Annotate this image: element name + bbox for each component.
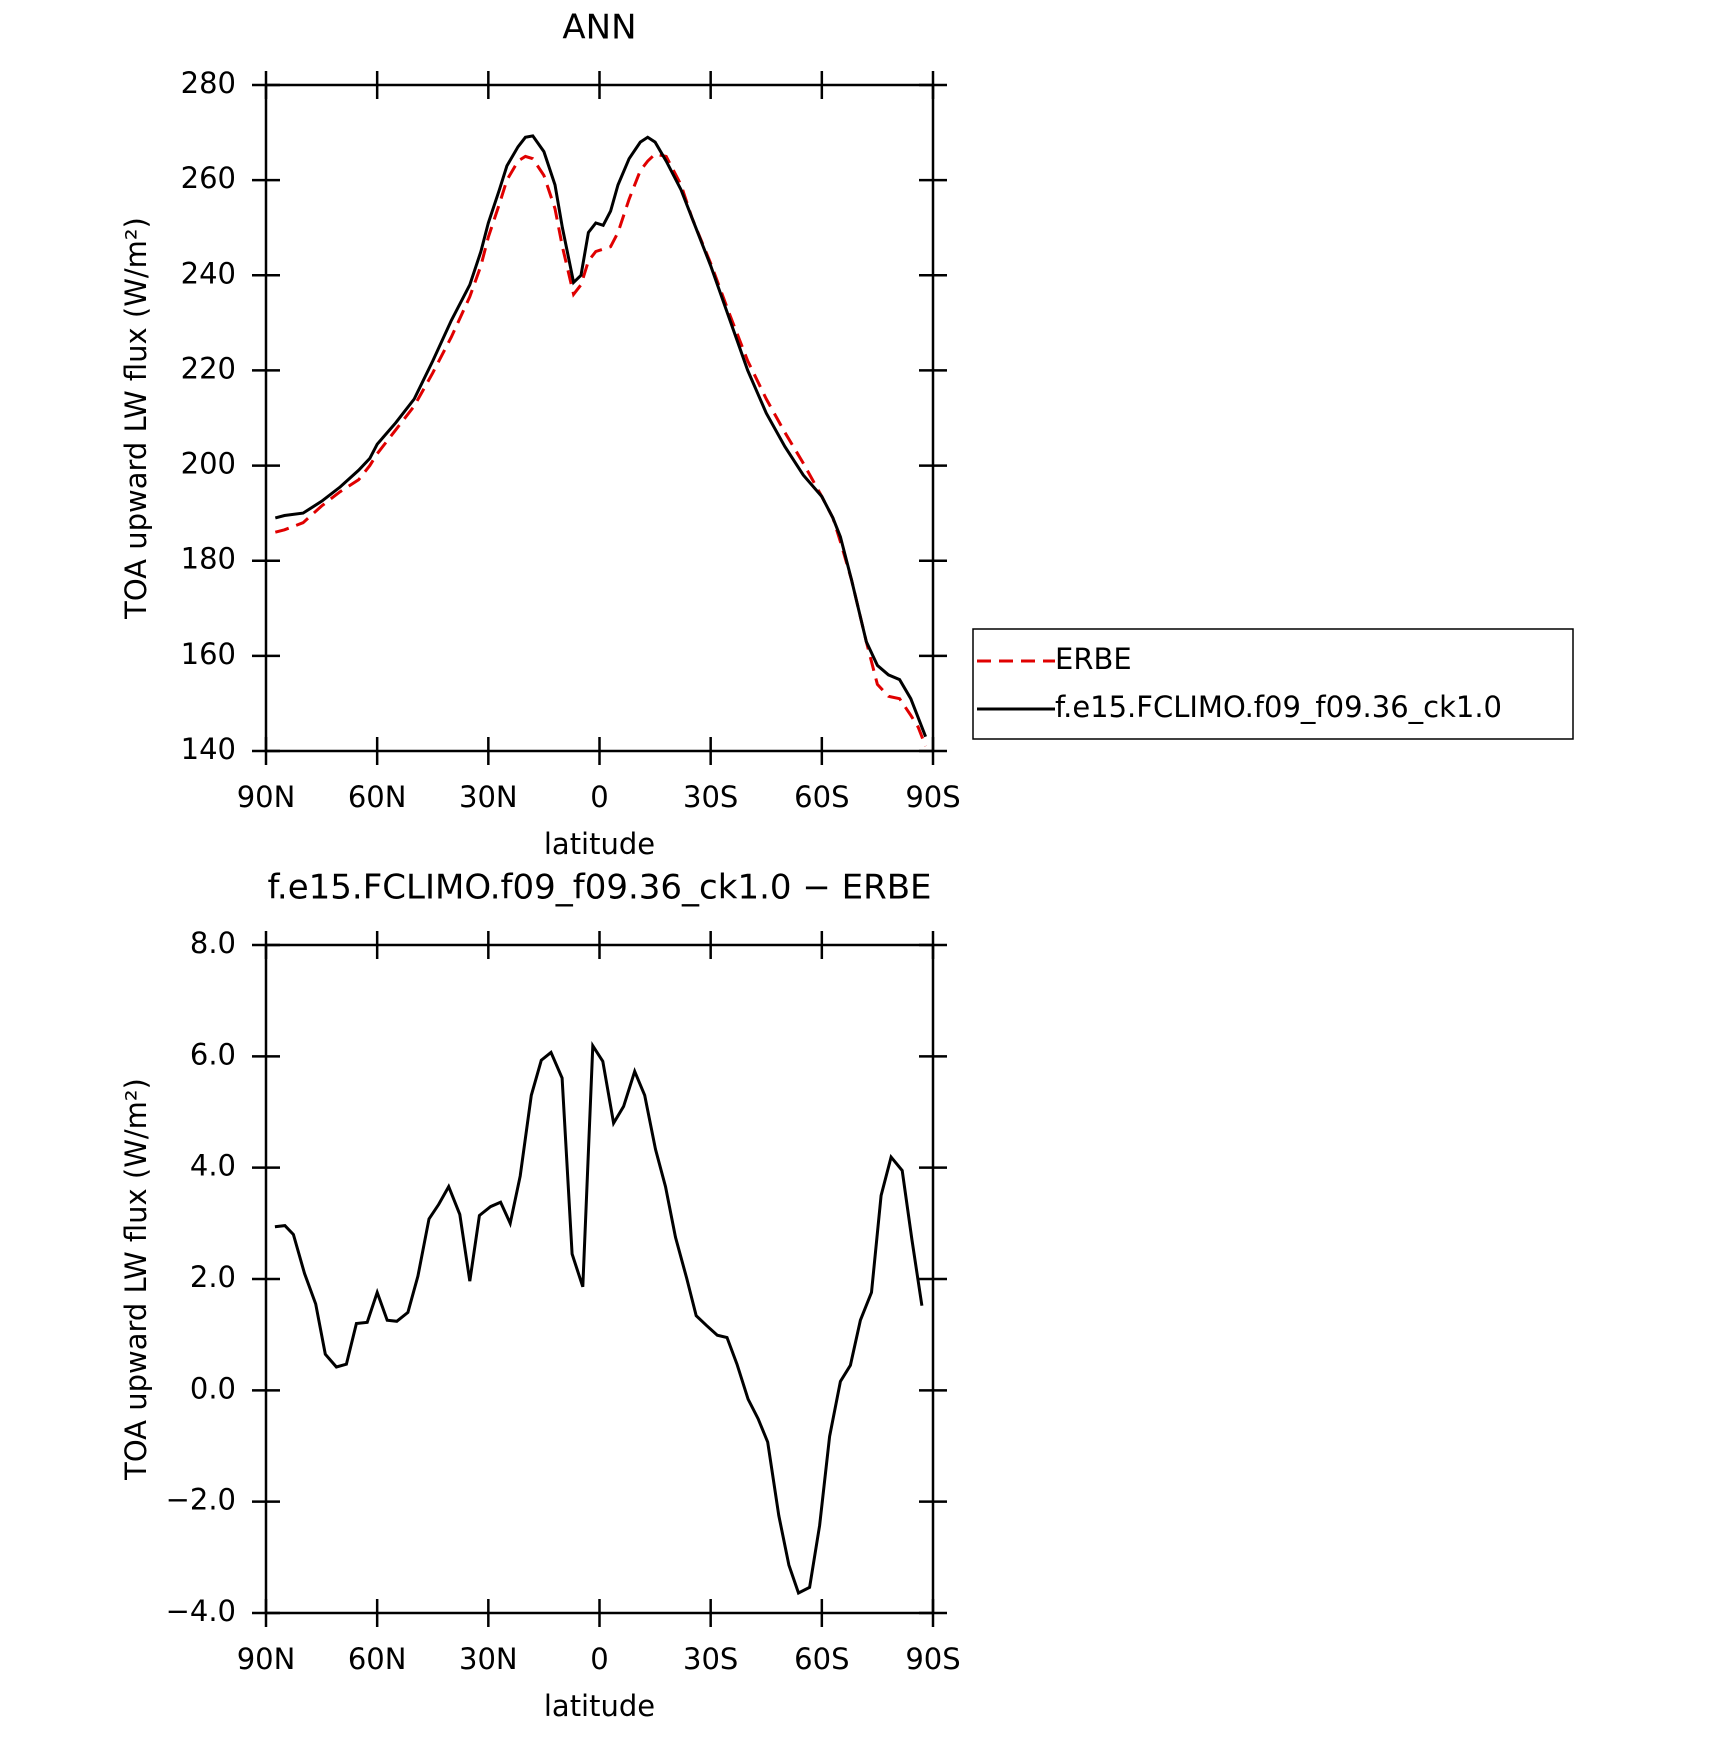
y-tick-label: 6.0	[190, 1037, 236, 1071]
y-tick-label: 180	[181, 542, 236, 576]
legend-box	[972, 628, 1574, 740]
y-axis-label: TOA upward LW flux (W/m²)	[119, 1078, 153, 1481]
x-tick-label: 60N	[348, 780, 407, 814]
data-line	[274, 1041, 924, 1596]
x-tick-label: 60N	[348, 1642, 407, 1676]
y-tick-label: 240	[181, 256, 236, 290]
legend-label: ERBE	[1055, 642, 1132, 676]
x-tick-label: 60S	[794, 780, 849, 814]
x-tick-label: 0	[590, 1642, 608, 1676]
data-line	[274, 134, 927, 738]
x-tick-label: 90N	[237, 780, 296, 814]
y-tick-label: 160	[181, 637, 236, 671]
y-tick-label: 4.0	[190, 1149, 236, 1183]
plot-frame	[264, 83, 935, 753]
x-axis-label: latitude	[544, 1689, 655, 1723]
x-tick-label: 0	[590, 780, 608, 814]
y-tick-label: 140	[181, 732, 236, 766]
chart-title: f.e15.FCLIMO.f09_f09.36_ck1.0 − ERBE	[267, 868, 931, 908]
x-tick-label: 90N	[237, 1642, 296, 1676]
x-tick-label: 60S	[794, 1642, 849, 1676]
y-tick-label: −2.0	[166, 1483, 236, 1517]
y-tick-label: 280	[181, 66, 236, 100]
y-tick-label: 8.0	[190, 926, 236, 960]
x-tick-label: 30S	[683, 780, 738, 814]
x-axis-label: latitude	[544, 827, 655, 861]
chart-title: ANN	[562, 8, 636, 48]
y-tick-label: 2.0	[190, 1260, 236, 1294]
y-axis-label: TOA upward LW flux (W/m²)	[119, 217, 153, 620]
plot-frame	[264, 943, 935, 1615]
y-tick-label: 200	[181, 447, 236, 481]
y-tick-label: 220	[181, 351, 236, 385]
y-tick-label: 260	[181, 161, 236, 195]
y-tick-label: 0.0	[190, 1371, 236, 1405]
x-tick-label: 30N	[459, 780, 518, 814]
y-tick-label: −4.0	[166, 1594, 236, 1628]
x-tick-label: 90S	[905, 1642, 960, 1676]
x-tick-label: 30S	[683, 1642, 738, 1676]
x-tick-label: 90S	[905, 780, 960, 814]
x-tick-label: 30N	[459, 1642, 518, 1676]
legend-label: f.e15.FCLIMO.f09_f09.36_ck1.0	[1055, 690, 1502, 724]
